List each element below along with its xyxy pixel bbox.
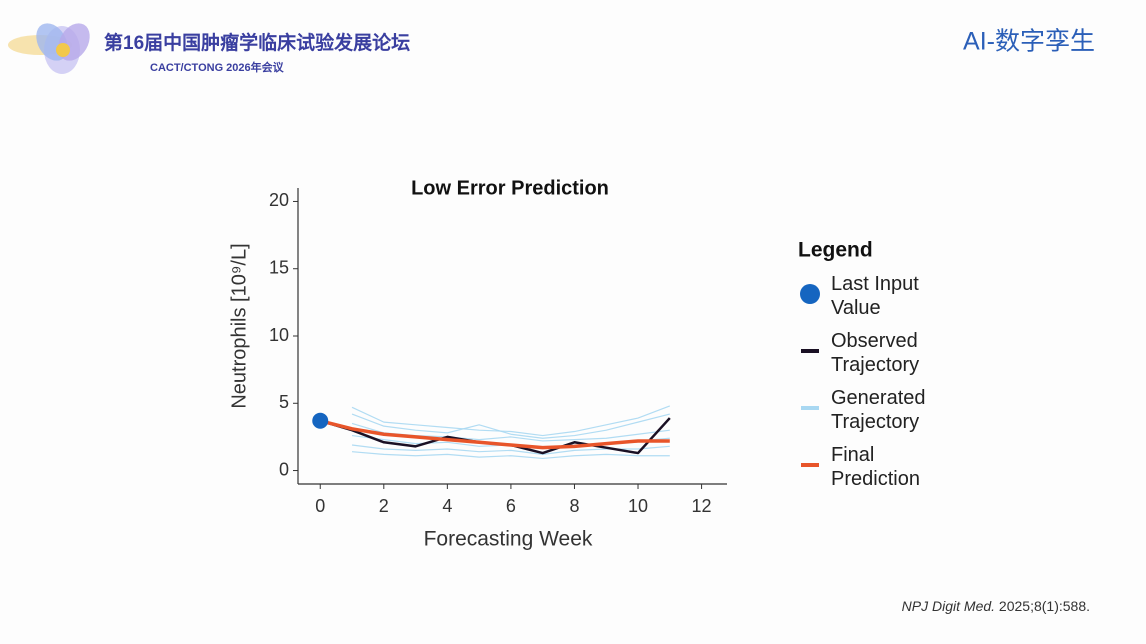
forum-title: 第16届中国肿瘤学临床试验发展论坛 [104,31,410,54]
citation-journal: NPJ Digit Med. [902,598,995,614]
legend-label: Generated Trajectory [831,387,926,433]
y-tick-label: 15 [269,257,289,277]
x-axis-label: Forecasting Week [424,528,593,551]
citation-details: 2025;8(1):588. [995,598,1090,614]
logo-flower [8,23,90,74]
y-tick-label: 10 [269,325,289,345]
chart-title: Low Error Prediction [411,177,609,199]
meeting-subtitle: CACT/CTONG 2026年会议 [150,60,285,74]
generated-trajectory [351,451,670,460]
generated-trajectory [351,405,671,437]
y-axis-label: Neutrophils [10⁹/L] [228,243,250,408]
x-tick-label: 4 [442,496,452,516]
y-tick-label: 0 [279,459,289,479]
citation: NPJ Digit Med. 2025;8(1):588. [902,598,1090,614]
y-tick-label: 5 [279,392,289,412]
generated-trajectory [351,413,670,439]
y-tick-label: 20 [269,190,289,210]
section-title: AI-数字孪生 [963,28,1095,56]
legend-marker [800,284,820,304]
x-tick-label: 6 [506,496,516,516]
x-tick-label: 10 [628,496,648,516]
x-tick-label: 0 [315,496,325,516]
last-input-point [312,412,329,429]
x-tick-label: 8 [569,496,579,516]
legend-title: Legend [798,239,873,262]
x-tick-label: 2 [379,496,389,516]
legend-label: Last Input Value [831,273,919,319]
legend-label: Observed Trajectory [831,330,920,376]
final-prediction-line [319,419,670,450]
legend-label: Final Prediction [831,444,920,490]
x-tick-label: 12 [692,496,712,516]
